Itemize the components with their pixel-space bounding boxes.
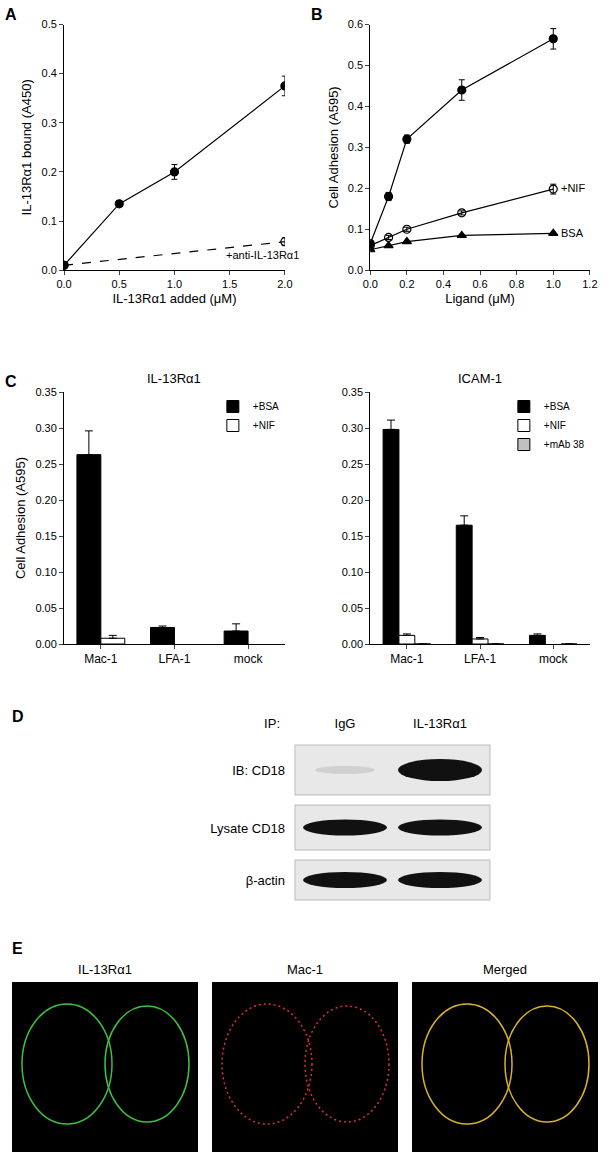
svg-text:B: B xyxy=(311,6,323,23)
svg-text:IL-13Rα1: IL-13Rα1 xyxy=(147,371,201,386)
svg-text:0.4: 0.4 xyxy=(436,278,451,290)
svg-text:IB: CD18: IB: CD18 xyxy=(232,763,285,778)
svg-text:ICAM-1: ICAM-1 xyxy=(458,371,502,386)
svg-text:0.15: 0.15 xyxy=(35,530,56,542)
svg-text:mock: mock xyxy=(234,652,264,666)
svg-text:0.10: 0.10 xyxy=(342,566,363,578)
svg-text:0.5: 0.5 xyxy=(42,18,57,30)
svg-text:0.3: 0.3 xyxy=(348,141,363,153)
svg-text:1.2: 1.2 xyxy=(582,278,597,290)
svg-text:0.35: 0.35 xyxy=(35,386,56,398)
svg-text:1.0: 1.0 xyxy=(546,278,561,290)
svg-text:0.30: 0.30 xyxy=(342,422,363,434)
svg-text:0.0: 0.0 xyxy=(363,278,378,290)
svg-text:Merged: Merged xyxy=(483,962,527,977)
svg-text:+BSA: +BSA xyxy=(253,401,279,412)
svg-text:2.0: 2.0 xyxy=(277,278,292,290)
svg-text:IL-13Rα1 bound (A450): IL-13Rα1 bound (A450) xyxy=(20,79,35,215)
svg-text:+NIF: +NIF xyxy=(544,420,566,431)
svg-text:0.5: 0.5 xyxy=(348,59,363,71)
svg-text:0.0: 0.0 xyxy=(348,264,363,276)
svg-text:BSA: BSA xyxy=(561,227,584,239)
svg-text:0.6: 0.6 xyxy=(472,278,487,290)
svg-text:0.25: 0.25 xyxy=(342,458,363,470)
svg-text:C: C xyxy=(5,373,17,390)
svg-text:0.05: 0.05 xyxy=(35,602,56,614)
svg-text:0.2: 0.2 xyxy=(399,278,414,290)
svg-text:0.1: 0.1 xyxy=(42,215,57,227)
svg-text:LFA-1: LFA-1 xyxy=(464,652,496,666)
svg-text:Mac-1: Mac-1 xyxy=(287,962,323,977)
svg-text:0.15: 0.15 xyxy=(342,530,363,542)
svg-text:0.3: 0.3 xyxy=(42,117,57,129)
svg-text:0.2: 0.2 xyxy=(348,182,363,194)
svg-text:β-actin: β-actin xyxy=(246,873,285,888)
svg-text:IL-13Rα1: IL-13Rα1 xyxy=(78,962,132,977)
svg-text:0.05: 0.05 xyxy=(342,602,363,614)
svg-text:0.8: 0.8 xyxy=(509,278,524,290)
svg-text:A: A xyxy=(5,6,17,23)
svg-text:+anti-IL-13Rα1: +anti-IL-13Rα1 xyxy=(226,249,299,261)
svg-text:LFA-1: LFA-1 xyxy=(158,652,190,666)
svg-text:IgG: IgG xyxy=(335,716,356,731)
svg-text:IL-13Rα1: IL-13Rα1 xyxy=(413,716,467,731)
svg-text:0.00: 0.00 xyxy=(342,638,363,650)
svg-text:Mac-1: Mac-1 xyxy=(390,652,424,666)
svg-text:0.0: 0.0 xyxy=(42,264,57,276)
svg-text:1.5: 1.5 xyxy=(222,278,237,290)
svg-text:0.4: 0.4 xyxy=(42,67,57,79)
svg-text:0.0: 0.0 xyxy=(56,278,71,290)
svg-text:0.6: 0.6 xyxy=(348,18,363,30)
svg-text:Ligand (μM): Ligand (μM) xyxy=(445,291,515,306)
svg-text:+mAb 38: +mAb 38 xyxy=(544,439,585,450)
svg-text:0.20: 0.20 xyxy=(35,494,56,506)
svg-text:0.2: 0.2 xyxy=(42,166,57,178)
svg-text:IL-13Rα1 added (μM): IL-13Rα1 added (μM) xyxy=(112,291,236,306)
svg-text:Lysate CD18: Lysate CD18 xyxy=(210,821,285,836)
svg-text:0.1: 0.1 xyxy=(348,223,363,235)
svg-text:0.10: 0.10 xyxy=(35,566,56,578)
svg-text:0.4: 0.4 xyxy=(348,100,363,112)
svg-text:0.5: 0.5 xyxy=(112,278,127,290)
svg-text:+NIF: +NIF xyxy=(561,182,585,194)
svg-text:D: D xyxy=(12,708,24,725)
svg-text:mock: mock xyxy=(539,652,569,666)
svg-text:Mac-1: Mac-1 xyxy=(84,652,118,666)
svg-text:IP:: IP: xyxy=(264,716,280,731)
svg-text:+NIF: +NIF xyxy=(253,420,275,431)
svg-text:+BSA: +BSA xyxy=(544,401,570,412)
svg-text:Cell Adhesion (A595): Cell Adhesion (A595) xyxy=(13,457,28,579)
svg-text:0.30: 0.30 xyxy=(35,422,56,434)
svg-text:0.35: 0.35 xyxy=(342,386,363,398)
svg-text:E: E xyxy=(12,940,23,957)
svg-text:0.20: 0.20 xyxy=(342,494,363,506)
svg-text:Cell Adhesion (A595): Cell Adhesion (A595) xyxy=(326,86,341,208)
svg-text:0.25: 0.25 xyxy=(35,458,56,470)
svg-text:0.00: 0.00 xyxy=(35,638,56,650)
svg-text:1.0: 1.0 xyxy=(167,278,182,290)
